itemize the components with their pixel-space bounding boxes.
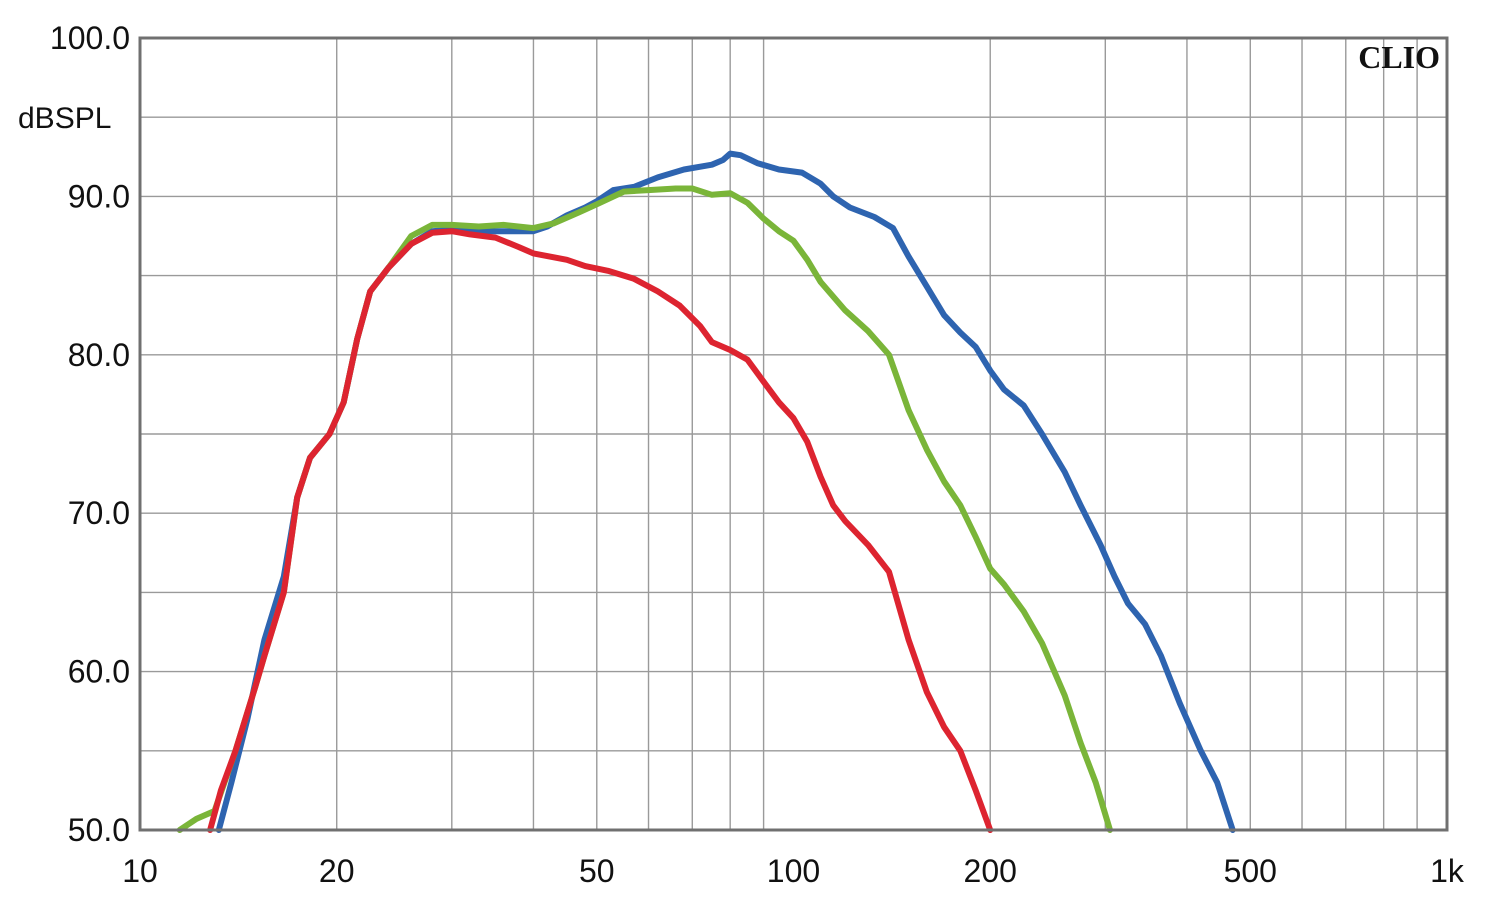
y-tick-label: 60.0 — [68, 654, 130, 690]
y-axis-label: dBSPL — [18, 102, 111, 135]
y-tick-labels: 50.0 60.0 70.0 80.0 90.0 100.0 — [50, 20, 130, 848]
x-tick-label: 50 — [579, 853, 615, 889]
y-tick-label: 100.0 — [50, 20, 130, 56]
clio-brand-label: CLIO — [1358, 39, 1440, 75]
x-tick-label: 10 — [122, 853, 158, 889]
x-tick-label: 200 — [964, 853, 1017, 889]
x-tick-labels: 10 20 50 100 200 500 1k — [122, 853, 1465, 889]
y-tick-label: 70.0 — [68, 495, 130, 531]
x-tick-label: 500 — [1224, 853, 1277, 889]
y-tick-label: 50.0 — [68, 812, 130, 848]
x-tick-label: 100 — [767, 853, 820, 889]
x-tick-label: 20 — [319, 853, 355, 889]
plot-frame — [138, 36, 1449, 832]
x-tick-label: 1k — [1430, 853, 1465, 889]
y-tick-label: 90.0 — [68, 178, 130, 214]
series-line-1 — [215, 150, 1236, 833]
series-group — [176, 150, 1236, 833]
y-tick-label: 80.0 — [68, 337, 130, 373]
grid — [140, 38, 1447, 830]
series-line-3 — [207, 228, 994, 833]
